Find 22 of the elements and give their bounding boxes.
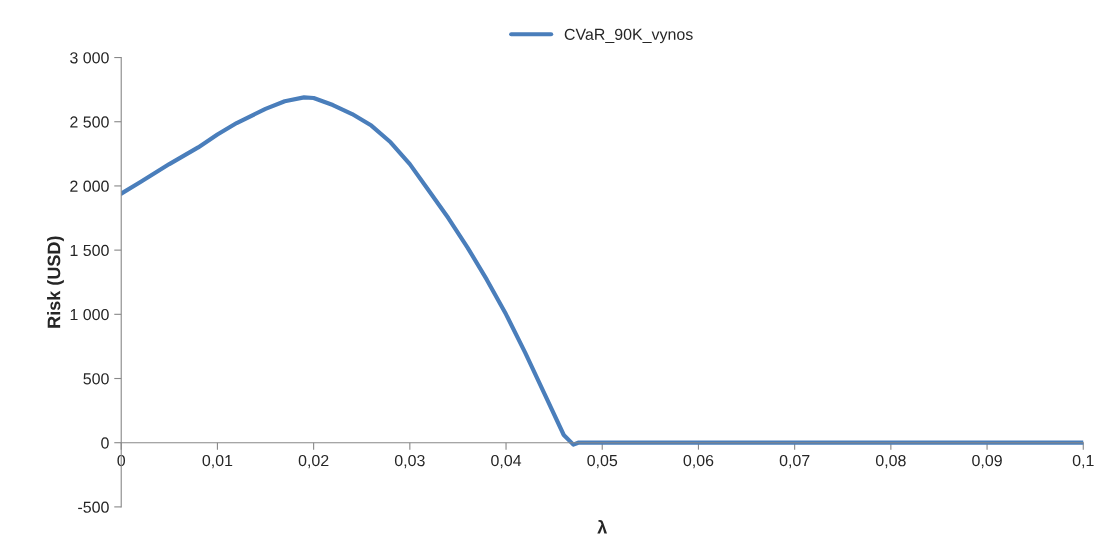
x-tick-label: 0,08 [875,454,906,469]
y-tick-label: 3 000 [70,52,109,64]
x-tick-label: 0,09 [972,454,1002,469]
x-tick-label: 0,04 [491,454,522,469]
y-tick-label: 1 000 [70,308,109,321]
x-tick-label: 0,07 [779,454,810,469]
x-axis-title: λ [597,519,607,534]
x-tick-label: 0 [117,454,126,467]
legend-label: CVaR_90K_vynos [564,28,693,44]
y-tick-label: 500 [83,373,109,385]
y-tick-label: 2 500 [70,116,109,128]
x-tick-label: 0,05 [587,454,618,469]
y-tick-label: -500 [78,501,109,513]
x-tick-label: 0,03 [394,454,425,469]
x-tick-label: 0,06 [683,454,714,469]
x-tick-label: 0,01 [202,454,233,469]
x-tick-label: 0,1 [1072,454,1094,469]
y-tick-label: 2 000 [70,180,109,192]
x-tick-label: 0,02 [298,454,329,469]
y-axis-title: Risk (USD) [47,236,64,328]
y-tick-label: 0 [101,437,109,449]
y-tick-label: 1 500 [70,244,109,257]
